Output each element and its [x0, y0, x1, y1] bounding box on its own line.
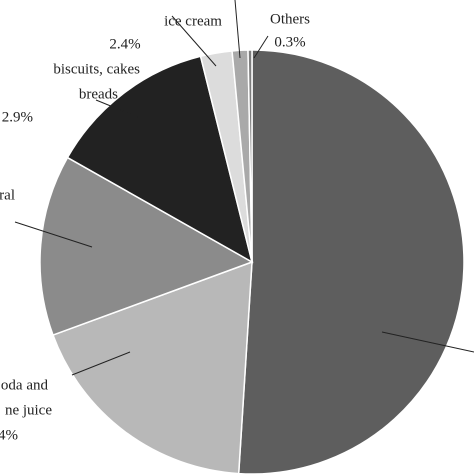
leader-line: [234, 0, 241, 59]
pie-slice: [237, 49, 465, 474]
pie-slice: [247, 49, 253, 263]
leader-line: [381, 331, 474, 353]
pie: [39, 49, 465, 474]
leader-line: [71, 351, 131, 376]
leader-line: [253, 35, 269, 59]
slice-label: breads: [79, 86, 118, 102]
leader-line: [95, 99, 141, 119]
value-label: 4%: [0, 427, 18, 443]
slice-label: ice cream: [164, 13, 222, 29]
value-label: 0.3%: [274, 34, 305, 50]
slice-label: Others: [270, 11, 310, 27]
slice-label: oda and: [1, 377, 49, 393]
labels: oda and ne juice 4% ral biscuits, cakes bread…: [0, 0, 474, 443]
leader-line: [14, 221, 93, 248]
slice-label: biscuits, cakes: [53, 61, 140, 77]
leader-line: [171, 15, 217, 67]
slice-label: ral: [0, 187, 15, 203]
value-label: 2.9%: [2, 109, 33, 125]
value-label: 2.4%: [109, 36, 140, 52]
pie-slice: [52, 260, 253, 474]
slice-label: ne juice: [5, 402, 52, 418]
pie-slice: [39, 156, 254, 337]
